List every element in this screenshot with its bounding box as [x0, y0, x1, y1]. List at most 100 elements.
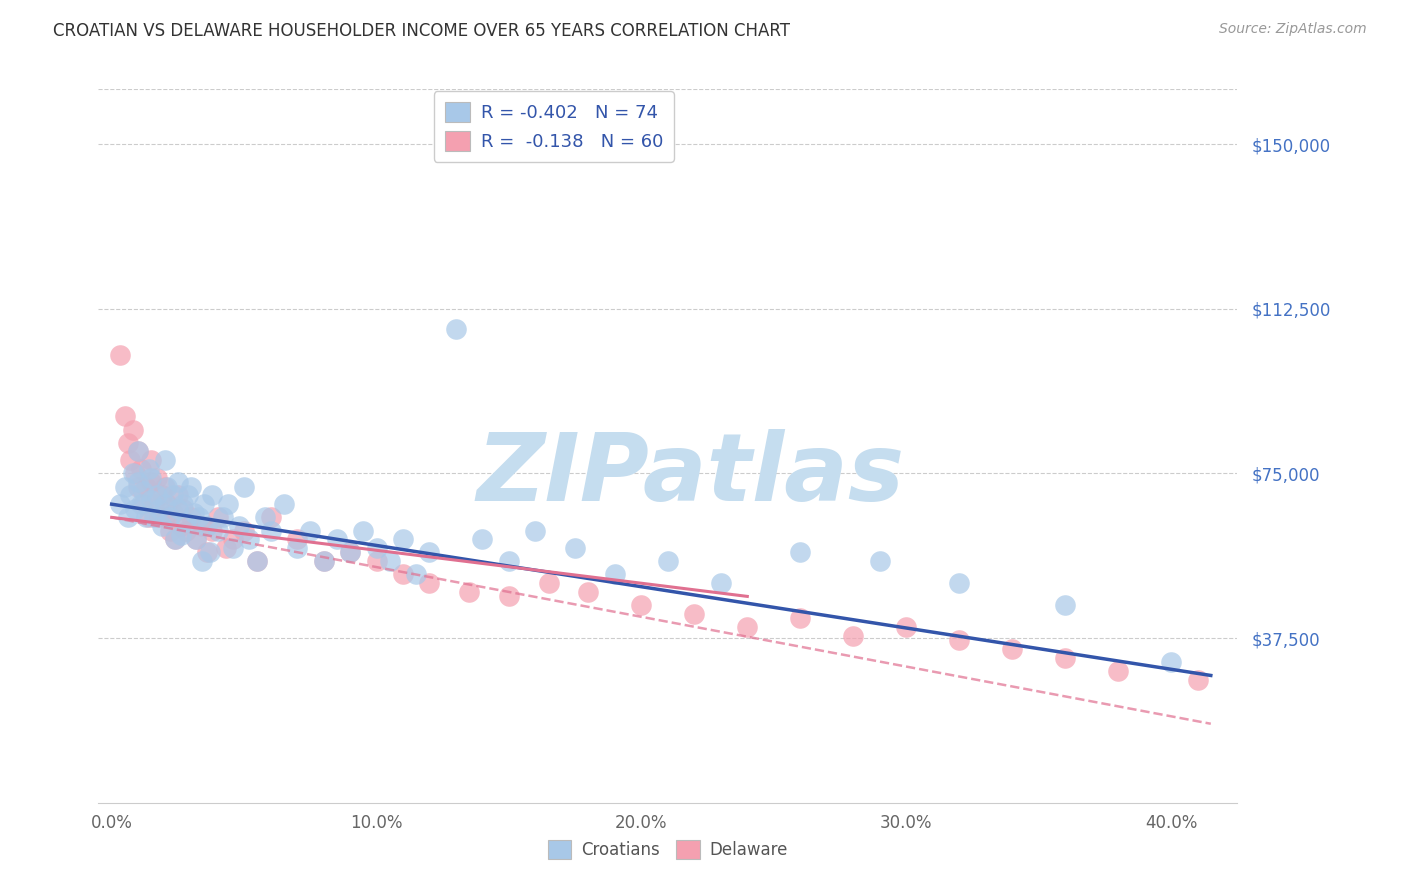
Point [127, 444, 149, 458]
Point [238, 533, 260, 547]
Point [537, 576, 560, 591]
Point [312, 554, 335, 568]
Point [1001, 642, 1024, 657]
Point [180, 480, 202, 494]
Text: CROATIAN VS DELAWARE HOUSEHOLDER INCOME OVER 65 YEARS CORRELATION CHART: CROATIAN VS DELAWARE HOUSEHOLDER INCOME … [53, 22, 790, 40]
Point [121, 467, 143, 481]
Point [948, 633, 970, 648]
Point [172, 501, 194, 516]
Point [108, 348, 131, 362]
Point [214, 541, 236, 555]
Point [233, 524, 256, 538]
Point [141, 475, 163, 490]
Point [285, 533, 308, 547]
Point [1107, 664, 1129, 678]
Point [299, 524, 322, 538]
Point [498, 554, 520, 568]
Point [145, 471, 167, 485]
Point [143, 497, 166, 511]
Point [1160, 655, 1182, 669]
Point [710, 576, 733, 591]
Point [418, 576, 440, 591]
Point [471, 533, 494, 547]
Text: ZIPatlas: ZIPatlas [477, 428, 904, 521]
Point [630, 598, 652, 612]
Point [524, 524, 547, 538]
Point [172, 497, 194, 511]
Text: Source: ZipAtlas.com: Source: ZipAtlas.com [1219, 22, 1367, 37]
Point [842, 629, 865, 643]
Point [869, 554, 891, 568]
Point [150, 488, 173, 502]
Point [156, 497, 179, 511]
Point [312, 554, 335, 568]
Point [228, 519, 250, 533]
Point [129, 462, 152, 476]
Point [195, 519, 218, 533]
Point [117, 435, 139, 450]
Point [127, 444, 149, 458]
Point [896, 620, 918, 634]
Point [183, 506, 205, 520]
Point [153, 497, 176, 511]
Point [405, 567, 427, 582]
Point [207, 510, 229, 524]
Point [339, 545, 361, 559]
Point [145, 488, 167, 502]
Point [657, 554, 679, 568]
Point [153, 510, 176, 524]
Point [174, 524, 197, 538]
Point [259, 524, 281, 538]
Point [138, 510, 160, 524]
Point [129, 497, 152, 511]
Point [114, 480, 136, 494]
Point [212, 510, 235, 524]
Point [124, 501, 146, 516]
Point [156, 480, 179, 494]
Point [132, 497, 155, 511]
Point [789, 545, 811, 559]
Point [217, 497, 239, 511]
Point [120, 488, 142, 502]
Point [233, 480, 256, 494]
Point [153, 480, 176, 494]
Point [177, 488, 200, 502]
Point [285, 541, 308, 555]
Point [366, 554, 388, 568]
Point [222, 541, 245, 555]
Point [207, 524, 229, 538]
Point [576, 585, 599, 599]
Point [117, 510, 139, 524]
Point [180, 510, 202, 524]
Point [444, 321, 467, 335]
Point [789, 611, 811, 625]
Point [162, 488, 184, 502]
Legend: Croatians, Delaware: Croatians, Delaware [541, 834, 794, 866]
Point [174, 515, 197, 529]
Point [141, 471, 163, 485]
Point [498, 590, 520, 604]
Point [162, 506, 184, 520]
Point [148, 501, 170, 516]
Point [339, 545, 361, 559]
Point [159, 510, 181, 524]
Point [195, 545, 218, 559]
Point [190, 554, 212, 568]
Point [127, 480, 149, 494]
Point [143, 510, 166, 524]
Point [273, 497, 295, 511]
Point [169, 528, 191, 542]
Point [1054, 598, 1077, 612]
Point [141, 453, 163, 467]
Point [138, 462, 160, 476]
Point [120, 453, 142, 467]
Point [246, 554, 269, 568]
Point [167, 475, 190, 490]
Point [259, 510, 281, 524]
Point [167, 488, 190, 502]
Point [254, 510, 277, 524]
Point [124, 467, 146, 481]
Point [135, 510, 157, 524]
Point [246, 554, 269, 568]
Point [148, 510, 170, 524]
